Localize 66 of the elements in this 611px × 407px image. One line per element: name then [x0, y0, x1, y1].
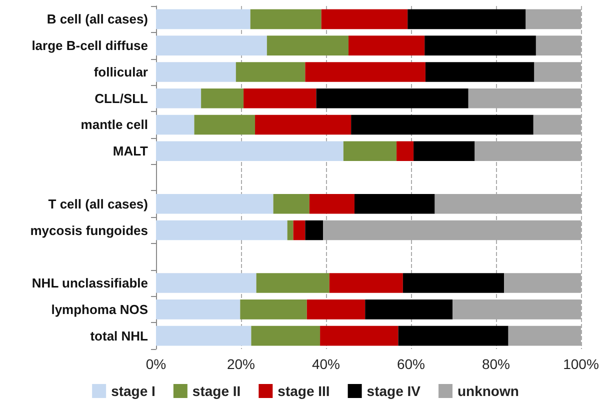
bar: [256, 273, 330, 293]
bar: [244, 88, 316, 108]
y-tick-label: T cell (all cases): [48, 196, 148, 212]
bar: [320, 326, 398, 346]
x-tick-label: 60%: [396, 356, 426, 372]
y-tick-label: NHL unclassifiable: [32, 276, 148, 291]
bar: [156, 88, 202, 108]
bar: [156, 62, 236, 82]
bar: [354, 194, 435, 214]
y-tick-label: CLL/SLL: [94, 90, 148, 106]
y-tick-label: B cell (all cases): [46, 12, 148, 27]
x-tick-label: 20%: [226, 356, 256, 372]
bar: [156, 114, 194, 135]
bar: [329, 273, 403, 293]
bar: [201, 88, 244, 108]
bar: [396, 141, 414, 162]
bar: [424, 36, 536, 56]
bar: [321, 9, 408, 30]
y-tick-label: follicular: [94, 64, 148, 80]
legend-label: stage IV: [366, 383, 422, 399]
bar: [402, 273, 504, 293]
bar: [156, 36, 267, 56]
legend-label: stage I: [111, 383, 156, 399]
y-tick-label: mantle cell: [80, 117, 148, 132]
bar: [365, 300, 453, 320]
bar: [351, 114, 534, 135]
y-tick-label: large B-cell diffuse: [32, 38, 148, 54]
y-tick-label: total NHL: [90, 328, 148, 344]
bar: [156, 9, 250, 30]
bar: [273, 194, 310, 214]
x-tick-label: 0%: [146, 356, 166, 372]
legend-label: unknown: [457, 383, 519, 399]
bar: [348, 36, 425, 56]
bar: [398, 326, 508, 346]
bar: [305, 62, 426, 82]
bar: [251, 326, 320, 346]
bar: [156, 194, 274, 214]
bar: [343, 141, 397, 162]
bar: [255, 114, 352, 135]
legend-label: stage II: [192, 383, 241, 399]
bar: [309, 194, 354, 214]
y-tick-label: lymphoma NOS: [51, 302, 148, 317]
x-tick-label: 100%: [563, 356, 599, 372]
y-tick-label: mycosis fungoides: [30, 222, 148, 238]
y-tick-label: MALT: [112, 144, 148, 159]
bar: [194, 114, 256, 135]
bar: [305, 220, 324, 240]
bar: [293, 220, 306, 240]
legend-label: stage III: [278, 383, 330, 399]
bar: [156, 220, 288, 240]
bar: [240, 300, 307, 320]
bar: [316, 88, 468, 108]
x-tick-label: 80%: [482, 356, 510, 372]
bar: [266, 36, 349, 56]
bar: [425, 62, 534, 82]
bar: [156, 326, 252, 346]
bar: [156, 141, 344, 162]
bar: [306, 300, 366, 320]
bar: [250, 9, 322, 30]
x-tick-label: 40%: [312, 356, 340, 372]
bar: [287, 220, 294, 240]
bar: [156, 300, 240, 320]
bar: [156, 273, 256, 293]
bar: [408, 9, 526, 30]
bar: [414, 141, 475, 162]
bar: [236, 62, 306, 82]
